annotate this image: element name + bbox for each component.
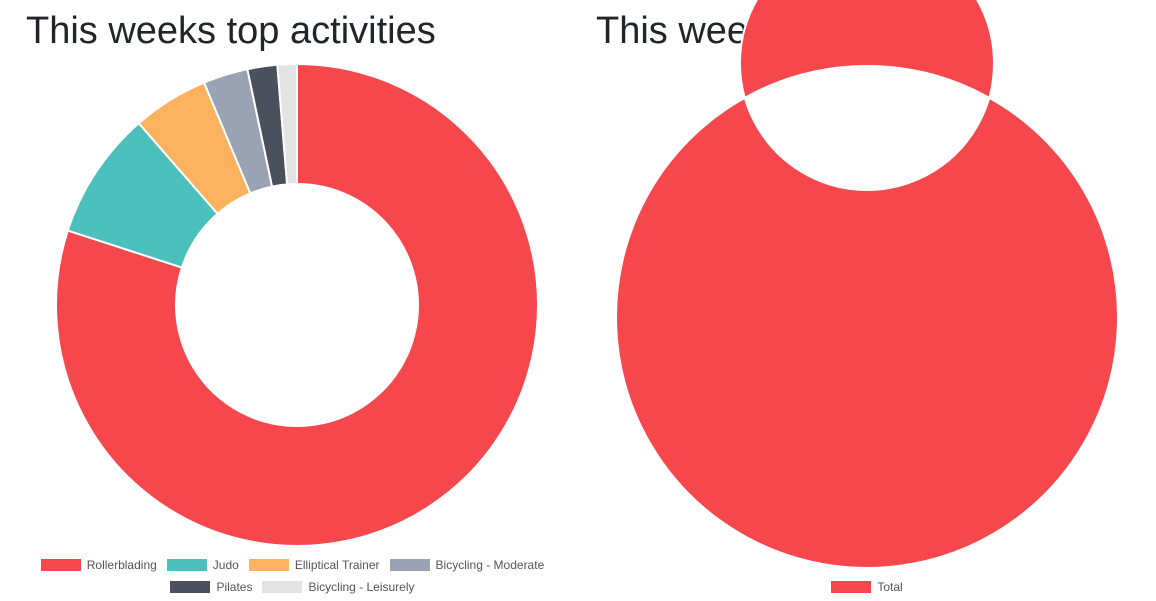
legend-label: Bicycling - Leisurely [308,580,415,594]
legend-swatch [262,581,303,593]
legend-swatch [166,559,207,571]
legend-item[interactable]: Total [831,580,903,594]
slice [614,0,1119,569]
legend-swatch [831,581,872,593]
legend-label: Judo [212,558,239,572]
legend-item[interactable]: Pilates [170,580,252,594]
legend: Rollerblading Judo Elliptical Trainer Bicyc… [30,558,555,594]
legend-item[interactable]: Bicycling - Moderate [389,558,545,572]
legend-swatch [389,559,430,571]
legend-swatch [248,559,289,571]
legend-item[interactable]: Judo [166,558,239,572]
legend-label: Total [877,580,903,594]
legend-item[interactable]: Rollerblading [40,558,157,572]
slice [55,62,539,547]
legend-label: Elliptical Trainer [294,558,380,572]
legend: Total [617,580,1117,594]
legend-label: Bicycling - Moderate [435,558,545,572]
legend-label: Rollerblading [86,558,157,572]
legend-label: Pilates [216,580,253,594]
legend-item[interactable]: Bicycling - Leisurely [262,580,415,594]
legend-swatch [40,559,81,571]
legend-item[interactable]: Elliptical Trainer [248,558,380,572]
slice [276,62,298,186]
chart-title: This weeks top activities [26,10,436,52]
legend-swatch [170,581,211,593]
